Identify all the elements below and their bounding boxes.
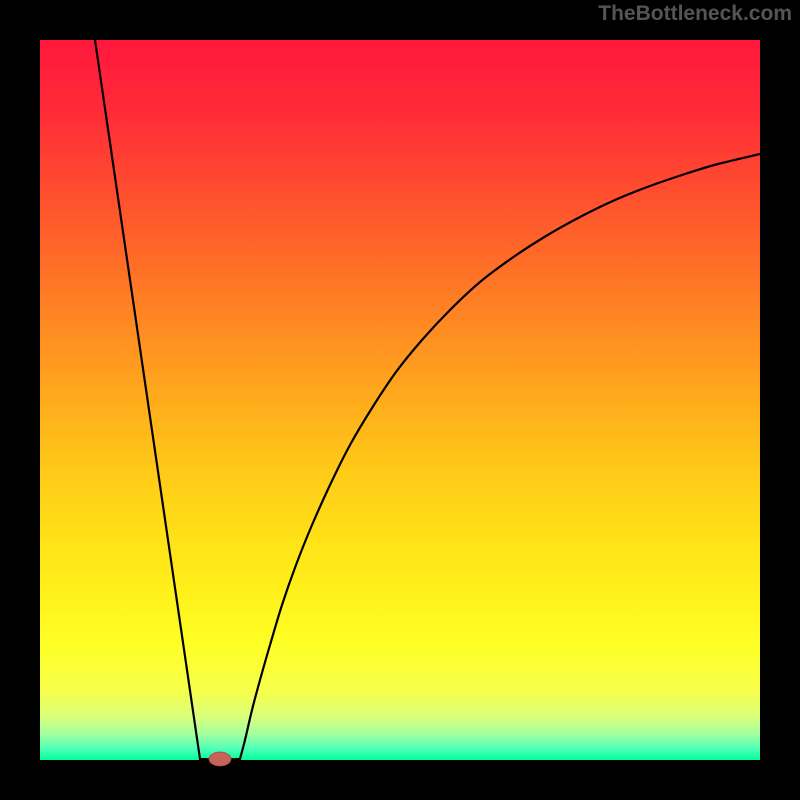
chart-svg (0, 0, 800, 800)
bottleneck-chart: TheBottleneck.com (0, 0, 800, 800)
watermark-text: TheBottleneck.com (598, 2, 792, 26)
optimum-marker (209, 752, 231, 766)
